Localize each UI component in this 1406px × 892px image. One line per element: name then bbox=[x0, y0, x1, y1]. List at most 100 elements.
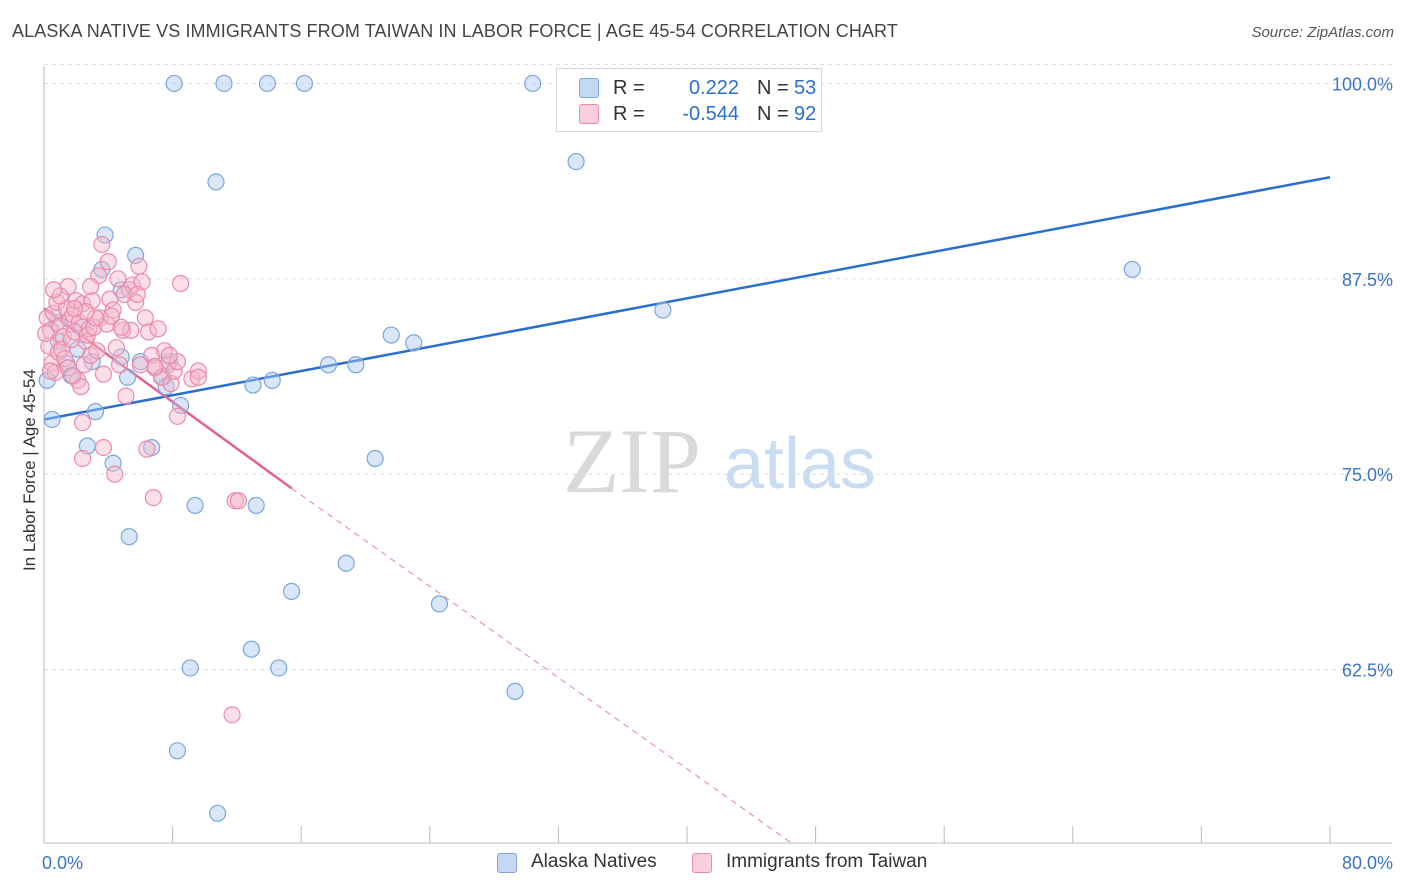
legend-label: Immigrants from Taiwan bbox=[726, 851, 928, 872]
point-immigrants-from-taiwan bbox=[73, 413, 92, 432]
point-alaska-natives bbox=[430, 595, 449, 613]
point-immigrants-from-taiwan bbox=[131, 356, 150, 374]
point-alaska-natives bbox=[96, 226, 114, 244]
legend-n-label: N = bbox=[757, 103, 789, 125]
point-immigrants-from-taiwan bbox=[189, 368, 207, 386]
point-alaska-natives bbox=[319, 356, 338, 374]
point-immigrants-from-taiwan bbox=[112, 318, 130, 336]
point-alaska-natives bbox=[157, 378, 175, 396]
point-alaska-natives bbox=[43, 410, 61, 429]
point-alaska-natives bbox=[120, 528, 138, 546]
point-alaska-natives bbox=[186, 496, 204, 515]
point-immigrants-from-taiwan bbox=[128, 285, 146, 304]
point-alaska-natives bbox=[258, 74, 277, 93]
point-immigrants-from-taiwan bbox=[37, 324, 55, 343]
point-alaska-natives bbox=[215, 74, 233, 93]
point-alaska-natives bbox=[207, 173, 225, 191]
legend-r-value: 0.222 bbox=[688, 77, 739, 99]
point-alaska-natives bbox=[347, 356, 365, 374]
legend-n-value: 92 bbox=[794, 103, 817, 125]
point-immigrants-from-taiwan bbox=[136, 309, 154, 327]
data-points bbox=[37, 74, 1141, 822]
point-alaska-natives bbox=[242, 640, 260, 658]
point-immigrants-from-taiwan bbox=[189, 362, 207, 380]
legend-swatch-pink bbox=[692, 853, 712, 873]
point-alaska-natives bbox=[86, 403, 105, 421]
legend-r-label: R = bbox=[613, 77, 645, 99]
point-immigrants-from-taiwan bbox=[88, 342, 106, 360]
point-immigrants-from-taiwan bbox=[75, 356, 93, 374]
point-alaska-natives bbox=[337, 554, 355, 572]
legend-r-value: -0.544 bbox=[682, 103, 739, 125]
point-immigrants-from-taiwan bbox=[109, 270, 127, 288]
legend-swatch-blue bbox=[497, 853, 517, 873]
point-alaska-natives bbox=[263, 371, 281, 389]
watermark-atlas: atlas bbox=[724, 424, 876, 504]
point-alaska-natives bbox=[282, 582, 301, 600]
point-immigrants-from-taiwan bbox=[83, 292, 101, 310]
y-tick-label: 75.0% bbox=[1342, 465, 1393, 485]
point-immigrants-from-taiwan bbox=[146, 357, 164, 375]
point-alaska-natives bbox=[209, 804, 227, 822]
point-alaska-natives bbox=[405, 334, 423, 352]
point-immigrants-from-taiwan bbox=[165, 362, 183, 380]
legend-n-value: 53 bbox=[794, 77, 817, 99]
y-axis-label: In Labor Force | Age 45-54 bbox=[20, 369, 39, 571]
point-alaska-natives bbox=[567, 152, 585, 171]
point-immigrants-from-taiwan bbox=[73, 449, 92, 468]
point-immigrants-from-taiwan bbox=[82, 278, 100, 296]
point-alaska-natives bbox=[295, 74, 314, 93]
point-alaska-natives bbox=[270, 659, 288, 677]
point-immigrants-from-taiwan bbox=[138, 440, 156, 458]
point-alaska-natives bbox=[172, 396, 190, 414]
point-immigrants-from-taiwan bbox=[115, 285, 133, 304]
point-immigrants-from-taiwan bbox=[149, 320, 167, 338]
point-immigrants-from-taiwan bbox=[64, 367, 82, 385]
trend-line-immigrants-from-taiwan bbox=[43, 307, 293, 490]
point-immigrants-from-taiwan bbox=[229, 492, 248, 510]
point-immigrants-from-taiwan bbox=[94, 438, 113, 457]
point-alaska-natives bbox=[168, 742, 187, 760]
point-immigrants-from-taiwan bbox=[155, 342, 174, 360]
tick-labels: 100.0% 87.5% 75.0% 62.5% 0.0% 80.0% bbox=[42, 74, 1393, 873]
point-alaska-natives bbox=[654, 301, 672, 319]
point-immigrants-from-taiwan bbox=[122, 321, 140, 339]
point-immigrants-from-taiwan bbox=[93, 235, 111, 254]
point-immigrants-from-taiwan bbox=[144, 489, 162, 507]
point-immigrants-from-taiwan bbox=[51, 317, 69, 335]
point-immigrants-from-taiwan bbox=[172, 274, 190, 293]
trend-line-alaska-natives bbox=[43, 175, 1331, 421]
grid bbox=[44, 63, 1392, 671]
point-immigrants-from-taiwan bbox=[94, 365, 113, 383]
y-tick-label: 100.0% bbox=[1332, 74, 1393, 94]
point-immigrants-from-taiwan bbox=[117, 387, 135, 405]
point-immigrants-from-taiwan bbox=[65, 323, 84, 341]
correlation-legend: R = 0.222 N = 53 R = -0.544 N = 92 bbox=[556, 68, 822, 132]
axes bbox=[43, 66, 1392, 844]
point-immigrants-from-taiwan bbox=[45, 281, 63, 299]
point-immigrants-from-taiwan bbox=[106, 465, 124, 483]
point-alaska-natives bbox=[382, 326, 400, 344]
point-immigrants-from-taiwan bbox=[168, 407, 187, 425]
point-alaska-natives bbox=[506, 682, 524, 701]
legend-swatch-blue bbox=[579, 78, 599, 98]
point-alaska-natives bbox=[524, 74, 542, 93]
chart-title: ALASKA NATIVE VS IMMIGRANTS FROM TAIWAN … bbox=[12, 21, 898, 41]
point-immigrants-from-taiwan bbox=[77, 303, 95, 321]
trend-line-extension-immigrants-from-taiwan bbox=[291, 487, 792, 844]
point-immigrants-from-taiwan bbox=[99, 253, 117, 271]
point-immigrants-from-taiwan bbox=[107, 338, 125, 357]
legend-label: Alaska Natives bbox=[531, 851, 657, 872]
point-immigrants-from-taiwan bbox=[49, 343, 68, 361]
point-alaska-natives bbox=[181, 659, 199, 677]
legend-swatch-pink bbox=[579, 104, 599, 124]
point-alaska-natives bbox=[247, 496, 265, 515]
point-alaska-natives bbox=[104, 454, 122, 472]
x-tick-label: 80.0% bbox=[1342, 853, 1393, 873]
point-alaska-natives bbox=[118, 368, 137, 386]
point-alaska-natives bbox=[127, 246, 145, 264]
point-immigrants-from-taiwan bbox=[102, 307, 121, 325]
point-immigrants-from-taiwan bbox=[110, 356, 129, 374]
x-tick-label: 0.0% bbox=[42, 853, 83, 873]
legend-r-label: R = bbox=[613, 103, 645, 125]
